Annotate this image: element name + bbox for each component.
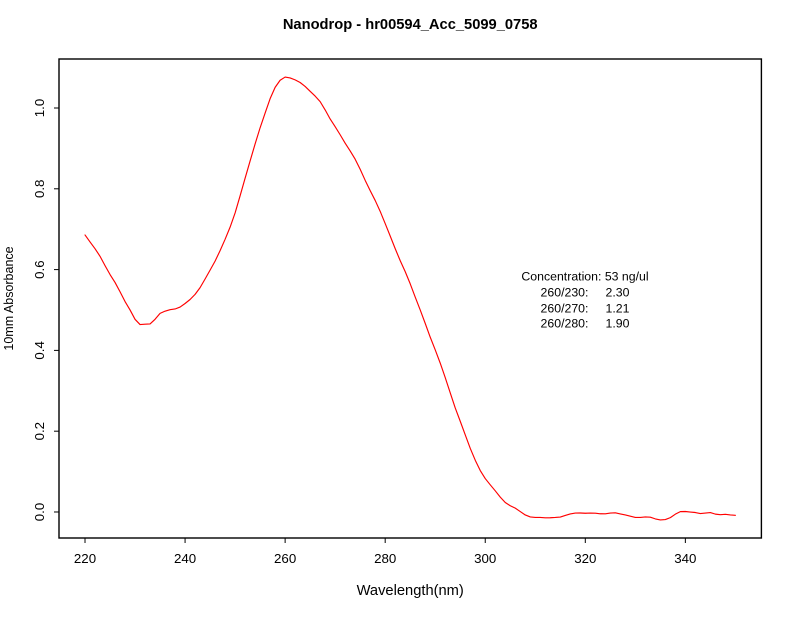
svg-text:Wavelength(nm): Wavelength(nm) — [357, 583, 464, 599]
svg-text:340: 340 — [674, 551, 696, 566]
svg-text:300: 300 — [474, 551, 496, 566]
svg-text:10mm Absorbance: 10mm Absorbance — [2, 246, 16, 350]
svg-text:1.0: 1.0 — [32, 99, 47, 118]
svg-text:0.4: 0.4 — [32, 341, 47, 360]
svg-text:320: 320 — [574, 551, 596, 566]
svg-text:280: 280 — [374, 551, 396, 566]
svg-text:260: 260 — [274, 551, 296, 566]
svg-text:0.0: 0.0 — [32, 503, 47, 522]
svg-text:260/280: 1.90: 260/280: 1.90 — [541, 317, 630, 331]
svg-text:260/230: 2.30: 260/230: 2.30 — [541, 286, 630, 300]
svg-text:260/270: 1.21: 260/270: 1.21 — [541, 302, 630, 316]
svg-text:Concentration: 53 ng/ul: Concentration: 53 ng/ul — [521, 270, 648, 284]
svg-text:0.8: 0.8 — [32, 180, 47, 199]
svg-text:240: 240 — [174, 551, 196, 566]
svg-text:220: 220 — [74, 551, 96, 566]
svg-text:0.2: 0.2 — [32, 422, 47, 441]
svg-text:0.6: 0.6 — [32, 260, 47, 279]
